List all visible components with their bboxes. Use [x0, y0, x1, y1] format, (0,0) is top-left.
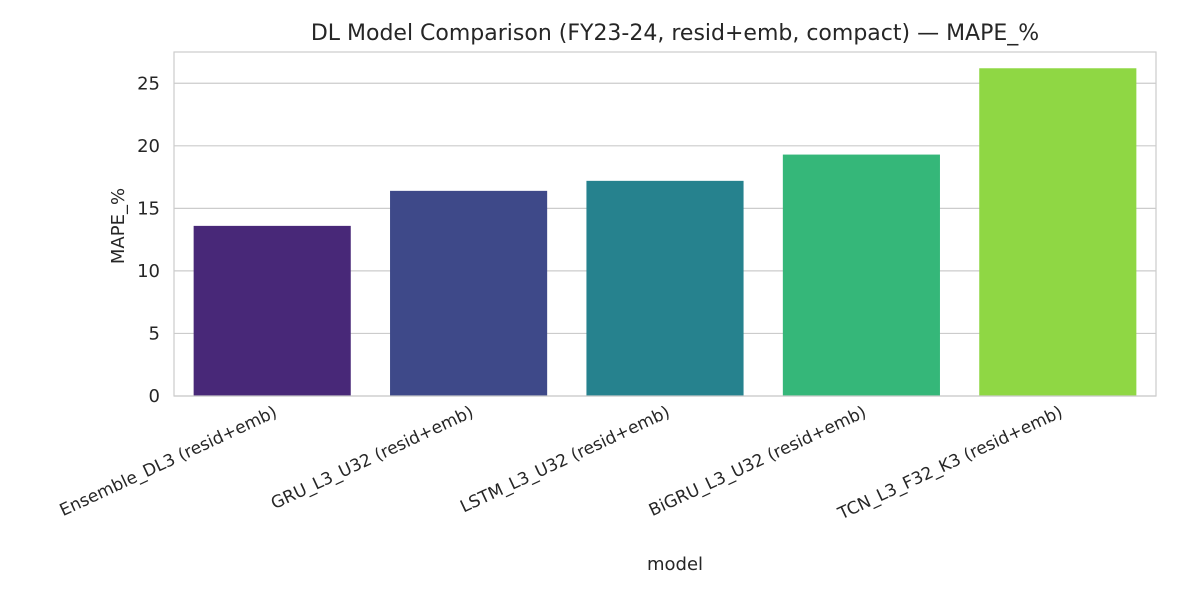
bar: [390, 190, 548, 396]
y-axis-label: MAPE_%: [108, 188, 129, 264]
plot-frame: [173, 51, 1157, 397]
x-tick-label: GRU_L3_U32 (resid+emb): [268, 402, 477, 514]
x-axis-label: model: [647, 554, 703, 575]
bar: [782, 154, 940, 396]
x-tick-label: Ensemble_DL3 (resid+emb): [57, 402, 281, 520]
chart-title: DL Model Comparison (FY23-24, resid+emb,…: [311, 21, 1039, 46]
bar: [979, 68, 1137, 397]
y-tick-label: 10: [137, 261, 160, 282]
x-tick-label: LSTM_L3_U32 (resid+emb): [457, 402, 673, 517]
y-tick-labels: 0 5 10 15 20 25: [137, 73, 160, 407]
y-tick-label: 5: [149, 323, 160, 344]
bar: [193, 225, 351, 396]
y-tick-label: 0: [149, 386, 160, 407]
bar: [586, 180, 744, 396]
bars: [193, 68, 1137, 397]
y-tick-label: 20: [137, 136, 160, 157]
x-tick-label: BiGRU_L3_U32 (resid+emb): [646, 402, 870, 520]
y-tick-label: 15: [137, 198, 160, 219]
y-tick-label: 25: [137, 73, 160, 94]
x-tick-labels: Ensemble_DL3 (resid+emb)GRU_L3_U32 (resi…: [57, 402, 1066, 524]
